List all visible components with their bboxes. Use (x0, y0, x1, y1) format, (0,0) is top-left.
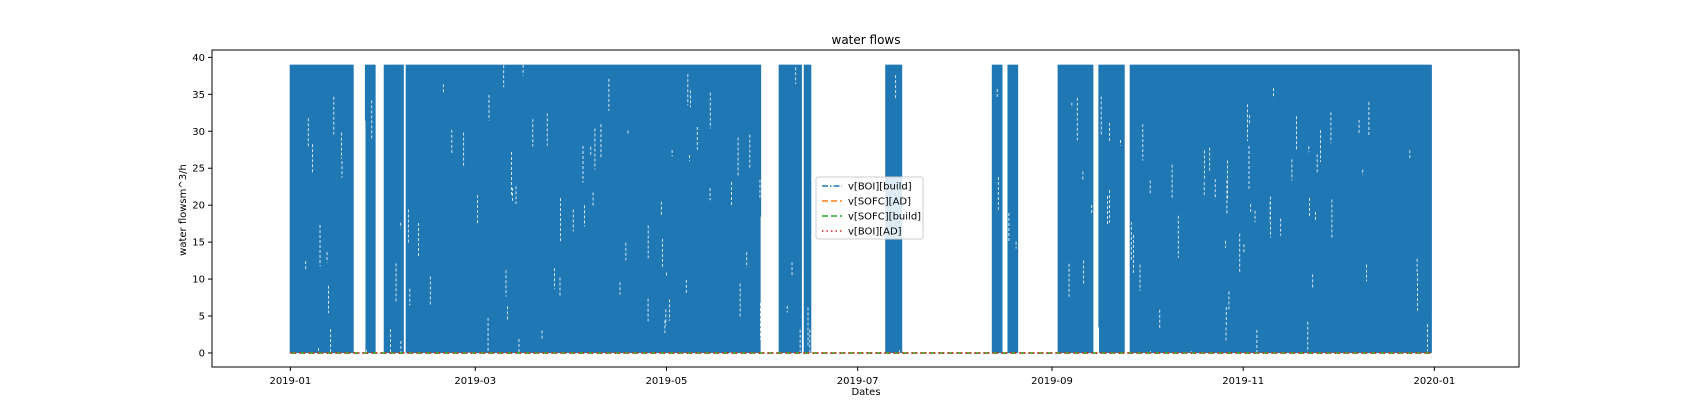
legend-label: v[BOI][AD] (848, 227, 902, 238)
y-axis-label: water flowsm^3/h (178, 164, 189, 256)
y-tick-label: 10 (192, 275, 205, 286)
y-tick-label: 30 (192, 127, 205, 138)
series-boi-build-fill (804, 64, 811, 353)
legend: v[BOI][build] v[SOFC][AD] v[SOFC][build] v[… (815, 176, 924, 240)
x-tick-label: 2019-01 (269, 376, 311, 387)
y-tick-label: 5 (199, 312, 205, 323)
legend-label: v[SOFC][build] (848, 212, 921, 223)
y-tick-label: 25 (192, 164, 205, 175)
series-boi-build-fill (406, 64, 761, 353)
y-tick-label: 0 (199, 348, 205, 359)
x-tick-label: 2019-07 (837, 376, 879, 387)
y-tick-label: 15 (192, 238, 205, 249)
legend-box (815, 176, 924, 240)
x-tick-label: 2019-05 (646, 376, 688, 387)
series-boi-build-fill (1058, 64, 1093, 353)
x-tick-label: 2019-03 (454, 376, 496, 387)
y-tick-label: 40 (192, 53, 205, 64)
y-axis: 0 5 10 15 20 25 30 35 40 (192, 53, 212, 359)
legend-label: v[SOFC][AD] (848, 197, 911, 208)
y-tick-label: 35 (192, 90, 205, 101)
plot-frame (211, 49, 1520, 368)
series-boi-build-fill (779, 64, 802, 353)
plot-area (289, 64, 1432, 354)
series-boi-build-fill (1130, 64, 1432, 353)
y-tick-label: 20 (192, 201, 205, 212)
series-boi-build-fill (992, 64, 1002, 353)
x-tick-label: 2019-11 (1222, 376, 1264, 387)
series-boi-build-fill (365, 64, 375, 353)
x-axis-label: Dates (851, 387, 880, 398)
series-boi-build-fill (1008, 64, 1018, 353)
series-boi-build-fill (290, 64, 354, 353)
x-axis: 2019-01 2019-03 2019-05 2019-07 2019-09 2019-… (269, 367, 1455, 387)
legend-label: v[BOI][build] (848, 182, 912, 193)
x-tick-label: 2019-09 (1031, 376, 1073, 387)
x-tick-label: 2020-01 (1413, 376, 1455, 387)
series-boi-build-fill (1099, 64, 1125, 353)
chart-title: water flows (832, 33, 901, 47)
series-boi-build-fill (384, 64, 404, 353)
